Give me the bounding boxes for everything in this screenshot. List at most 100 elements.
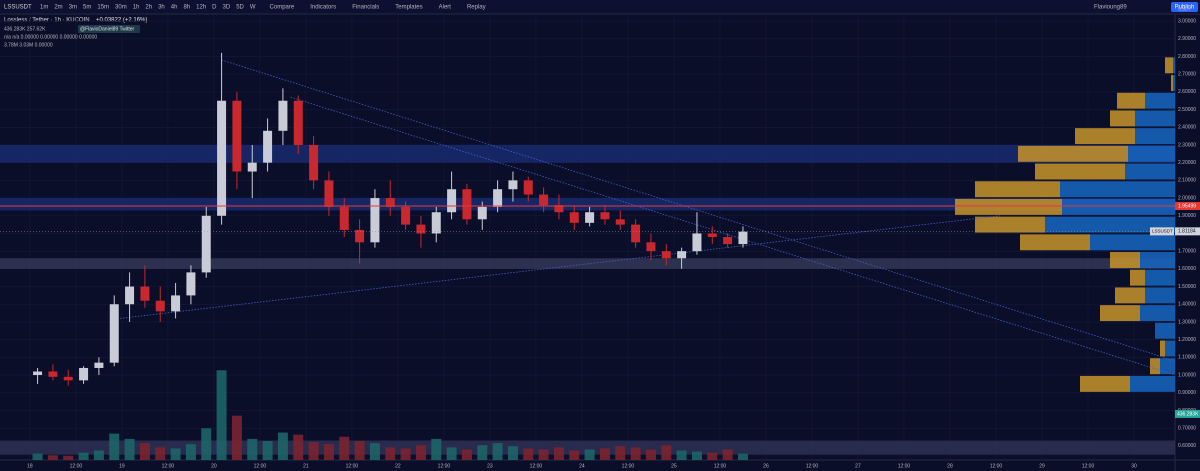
- volume-bar: [339, 436, 350, 460]
- toolbar-button[interactable]: Alert: [439, 5, 452, 11]
- volume-bar: [155, 447, 166, 460]
- candle-body: [201, 215, 211, 273]
- chart-title: Lossless / Tether · 1h · KUCOIN: [4, 18, 90, 24]
- toolbar-button[interactable]: Indicators: [310, 5, 336, 11]
- x-tick-label: 18: [27, 463, 33, 469]
- x-tick-label: 25: [671, 463, 677, 469]
- volume-bar: [507, 446, 518, 460]
- y-tick-label: 1.10000: [1178, 355, 1196, 361]
- level-tag: [1175, 202, 1200, 211]
- candle-body: [569, 212, 579, 223]
- profile-up: [1100, 305, 1140, 322]
- interval-button[interactable]: W: [250, 5, 256, 11]
- volume-bar: [446, 447, 457, 460]
- interval-button[interactable]: 3m: [69, 5, 77, 11]
- profile-up: [1171, 75, 1173, 91]
- interval-button[interactable]: 8h: [183, 5, 190, 11]
- publish-button[interactable]: [1171, 2, 1198, 12]
- candle-body: [263, 130, 273, 163]
- candle-body: [247, 162, 257, 172]
- volume-bar: [293, 434, 304, 460]
- x-tick-label: 23: [487, 463, 493, 469]
- y-tick-label: 2.90000: [1178, 36, 1196, 42]
- publish-label[interactable]: Publish: [1175, 5, 1195, 11]
- profile-up: [955, 198, 1062, 215]
- interval-button[interactable]: 5D: [236, 5, 244, 11]
- interval-button[interactable]: D: [212, 5, 217, 11]
- candle-body: [707, 233, 717, 237]
- volume-bar: [216, 370, 227, 460]
- y-tick-label: 2.20000: [1178, 160, 1196, 166]
- profile-down: [1140, 305, 1175, 322]
- candle-body: [447, 189, 457, 213]
- y-tick-label: 1.70000: [1178, 248, 1196, 254]
- profile-up: [1018, 145, 1128, 162]
- symbol[interactable]: LSSUSDT: [4, 5, 32, 11]
- last-price-label: 1.81184: [1178, 229, 1196, 235]
- volume-bar: [569, 450, 580, 460]
- candle-body: [477, 206, 487, 220]
- x-tick-label: 12:00: [1082, 463, 1095, 469]
- volume-bar: [277, 432, 288, 460]
- interval-button[interactable]: 1h: [133, 5, 140, 11]
- interval-button[interactable]: 4h: [171, 5, 178, 11]
- volume-bar: [615, 446, 626, 460]
- x-tick-label: 27: [855, 463, 861, 469]
- x-tick-label: 21: [303, 463, 309, 469]
- y-tick-label: 1.30000: [1178, 319, 1196, 325]
- candle-body: [171, 295, 181, 312]
- interval-button[interactable]: 2m: [54, 5, 62, 11]
- volume-bar: [722, 449, 733, 460]
- user-name[interactable]: Flavioung89: [1094, 5, 1127, 11]
- plot-area: [0, 14, 1176, 460]
- profile-down: [1135, 128, 1175, 145]
- x-tick-label: 26: [763, 463, 769, 469]
- interval-button[interactable]: 3D: [223, 5, 231, 11]
- x-tick-label: 12:00: [806, 463, 819, 469]
- candle-body: [217, 100, 227, 216]
- candle-body: [309, 144, 319, 181]
- x-tick-label: 12:00: [990, 463, 1003, 469]
- profile-up: [975, 216, 1045, 233]
- volume-bar: [400, 448, 411, 460]
- trendline: [119, 215, 1000, 319]
- candle-body: [600, 212, 610, 220]
- interval-button[interactable]: 1m: [40, 5, 48, 11]
- interval-button[interactable]: 30m: [115, 5, 127, 11]
- x-tick-label: 12:00: [162, 463, 175, 469]
- toolbar-button[interactable]: Financials: [352, 5, 379, 11]
- x-tick-label: 12:00: [714, 463, 727, 469]
- interval-button[interactable]: 2h: [145, 5, 152, 11]
- interval-button[interactable]: 5m: [83, 5, 91, 11]
- toolbar-button[interactable]: Templates: [395, 5, 422, 11]
- y-tick-label: 2.10000: [1178, 178, 1196, 184]
- toolbar-button[interactable]: Replay: [467, 5, 486, 11]
- last-volume-box: [1175, 409, 1200, 418]
- profile-up: [1117, 92, 1145, 109]
- profile-down: [1173, 57, 1175, 74]
- interval-button[interactable]: 3h: [158, 5, 165, 11]
- x-tick-label: 28: [947, 463, 953, 469]
- volume-bar: [461, 449, 472, 460]
- volume-bar: [231, 415, 242, 460]
- profile-down: [1128, 145, 1175, 162]
- interval-button[interactable]: 15m: [97, 5, 109, 11]
- volume-bar: [78, 452, 89, 460]
- profile-down: [1140, 252, 1175, 268]
- candle-body: [554, 205, 564, 213]
- candle-body: [508, 180, 518, 190]
- toolbar-button[interactable]: Compare: [270, 5, 295, 11]
- annotation-box: [78, 25, 140, 33]
- y-tick-label: 2.80000: [1178, 54, 1196, 60]
- y-tick-label: 2.60000: [1178, 89, 1196, 95]
- candle-body: [631, 224, 641, 243]
- candle-body: [401, 206, 411, 225]
- x-tick-label: 12:00: [438, 463, 451, 469]
- x-tick-label: 29: [1039, 463, 1045, 469]
- x-tick-label: 12:00: [254, 463, 267, 469]
- x-tick-label: 12:00: [530, 463, 543, 469]
- interval-button[interactable]: 12h: [196, 5, 206, 11]
- candle-body: [125, 286, 135, 305]
